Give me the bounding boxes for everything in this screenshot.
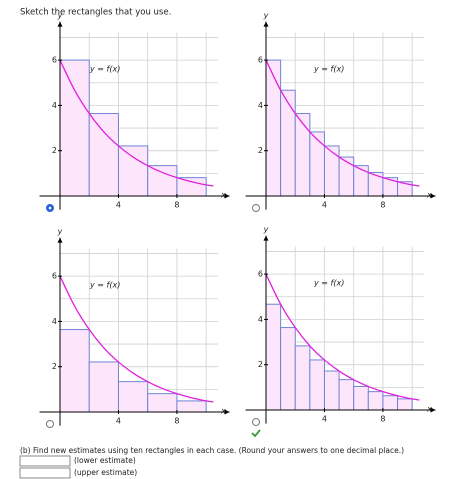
y-axis-label: y: [57, 227, 63, 236]
bar: [309, 359, 325, 411]
bar: [382, 395, 399, 411]
x-axis-label: x: [426, 405, 432, 414]
bar: [338, 379, 355, 411]
bar: [323, 145, 340, 197]
arrow: [57, 21, 63, 27]
bar: [280, 327, 296, 411]
bar: [323, 370, 340, 411]
radio-button[interactable]: [252, 418, 260, 426]
y-tick-label: 4: [258, 315, 263, 324]
curve-label: y = f(x): [89, 65, 120, 74]
x-tick-label: 8: [380, 201, 385, 210]
x-tick-label: 4: [322, 201, 327, 210]
x-axis-label: x: [426, 191, 432, 200]
y-tick-label: 6: [52, 272, 57, 281]
curve: [265, 273, 420, 401]
y-tick-label: 4: [52, 317, 57, 326]
bar: [338, 156, 355, 197]
bar: [367, 391, 384, 411]
bar: [265, 59, 282, 197]
bar: [294, 345, 311, 411]
x-axis-label: x: [220, 191, 226, 200]
x-tick-label: 8: [174, 201, 179, 210]
arrow: [224, 409, 230, 415]
x-axis-label: x: [220, 407, 226, 416]
bar: [117, 381, 149, 413]
bar: [147, 165, 178, 197]
bar: [353, 165, 369, 197]
arrow: [430, 193, 436, 199]
bar: [353, 385, 369, 411]
bar: [294, 113, 311, 197]
arrow: [430, 407, 436, 413]
question: (b) Find new estimates using ten rectang…: [20, 446, 404, 455]
y-tick-label: 6: [258, 270, 263, 279]
x-tick-label: 8: [174, 417, 179, 426]
y-tick-label: 6: [52, 56, 57, 65]
bar: [397, 398, 413, 411]
prompt: Sketch the rectangles that you use.: [20, 8, 171, 18]
bar: [117, 145, 149, 197]
plot: x y 4 8 2 4 6 y = f(x): [245, 11, 436, 212]
arrow: [263, 235, 269, 241]
bar: [59, 329, 90, 413]
bar: [280, 89, 296, 197]
y-tick-label: 2: [258, 146, 263, 155]
y-tick-label: 2: [52, 362, 57, 371]
curve-label: y = f(x): [313, 279, 344, 288]
x-tick-label: 4: [116, 417, 121, 426]
radio-dot: [48, 206, 52, 210]
x-tick-label: 8: [380, 415, 385, 424]
plot: x y 4 8 2 4 6 y = f(x): [245, 225, 436, 438]
bar: [147, 393, 178, 413]
curve: [265, 59, 420, 187]
input-label: (upper estimate): [74, 468, 137, 477]
check-mark: [251, 429, 261, 438]
radio-button[interactable]: [46, 420, 54, 428]
curve: [59, 59, 214, 187]
input-box[interactable]: [19, 467, 71, 479]
bar: [176, 177, 207, 197]
y-tick-label: 2: [52, 146, 57, 155]
curve: [59, 275, 214, 403]
radio-button[interactable]: [252, 204, 260, 212]
arrow: [57, 237, 63, 243]
y-axis-label: y: [263, 11, 269, 20]
bar: [88, 113, 119, 197]
curve-label: y = f(x): [313, 65, 344, 74]
plot: x y 4 8 2 4 6 y = f(x): [39, 227, 230, 428]
bar: [176, 400, 207, 413]
bar: [309, 131, 325, 197]
arrow: [224, 193, 230, 199]
y-tick-label: 4: [258, 101, 263, 110]
bar: [59, 59, 90, 197]
x-tick-label: 4: [116, 201, 121, 210]
y-tick-label: 6: [258, 56, 263, 65]
y-tick-label: 2: [258, 360, 263, 369]
bar: [88, 361, 119, 413]
arrow: [263, 21, 269, 27]
y-axis-label: y: [57, 11, 63, 20]
curve-label: y = f(x): [89, 281, 120, 290]
y-axis-label: y: [263, 225, 269, 234]
bar: [265, 303, 282, 411]
y-tick-label: 4: [52, 101, 57, 110]
x-tick-label: 4: [322, 415, 327, 424]
bar: [367, 171, 384, 197]
input-box[interactable]: [19, 455, 71, 467]
plot: x y 4 8 2 4 6 y = f(x): [39, 11, 230, 212]
input-label: (lower estimate): [74, 456, 136, 465]
